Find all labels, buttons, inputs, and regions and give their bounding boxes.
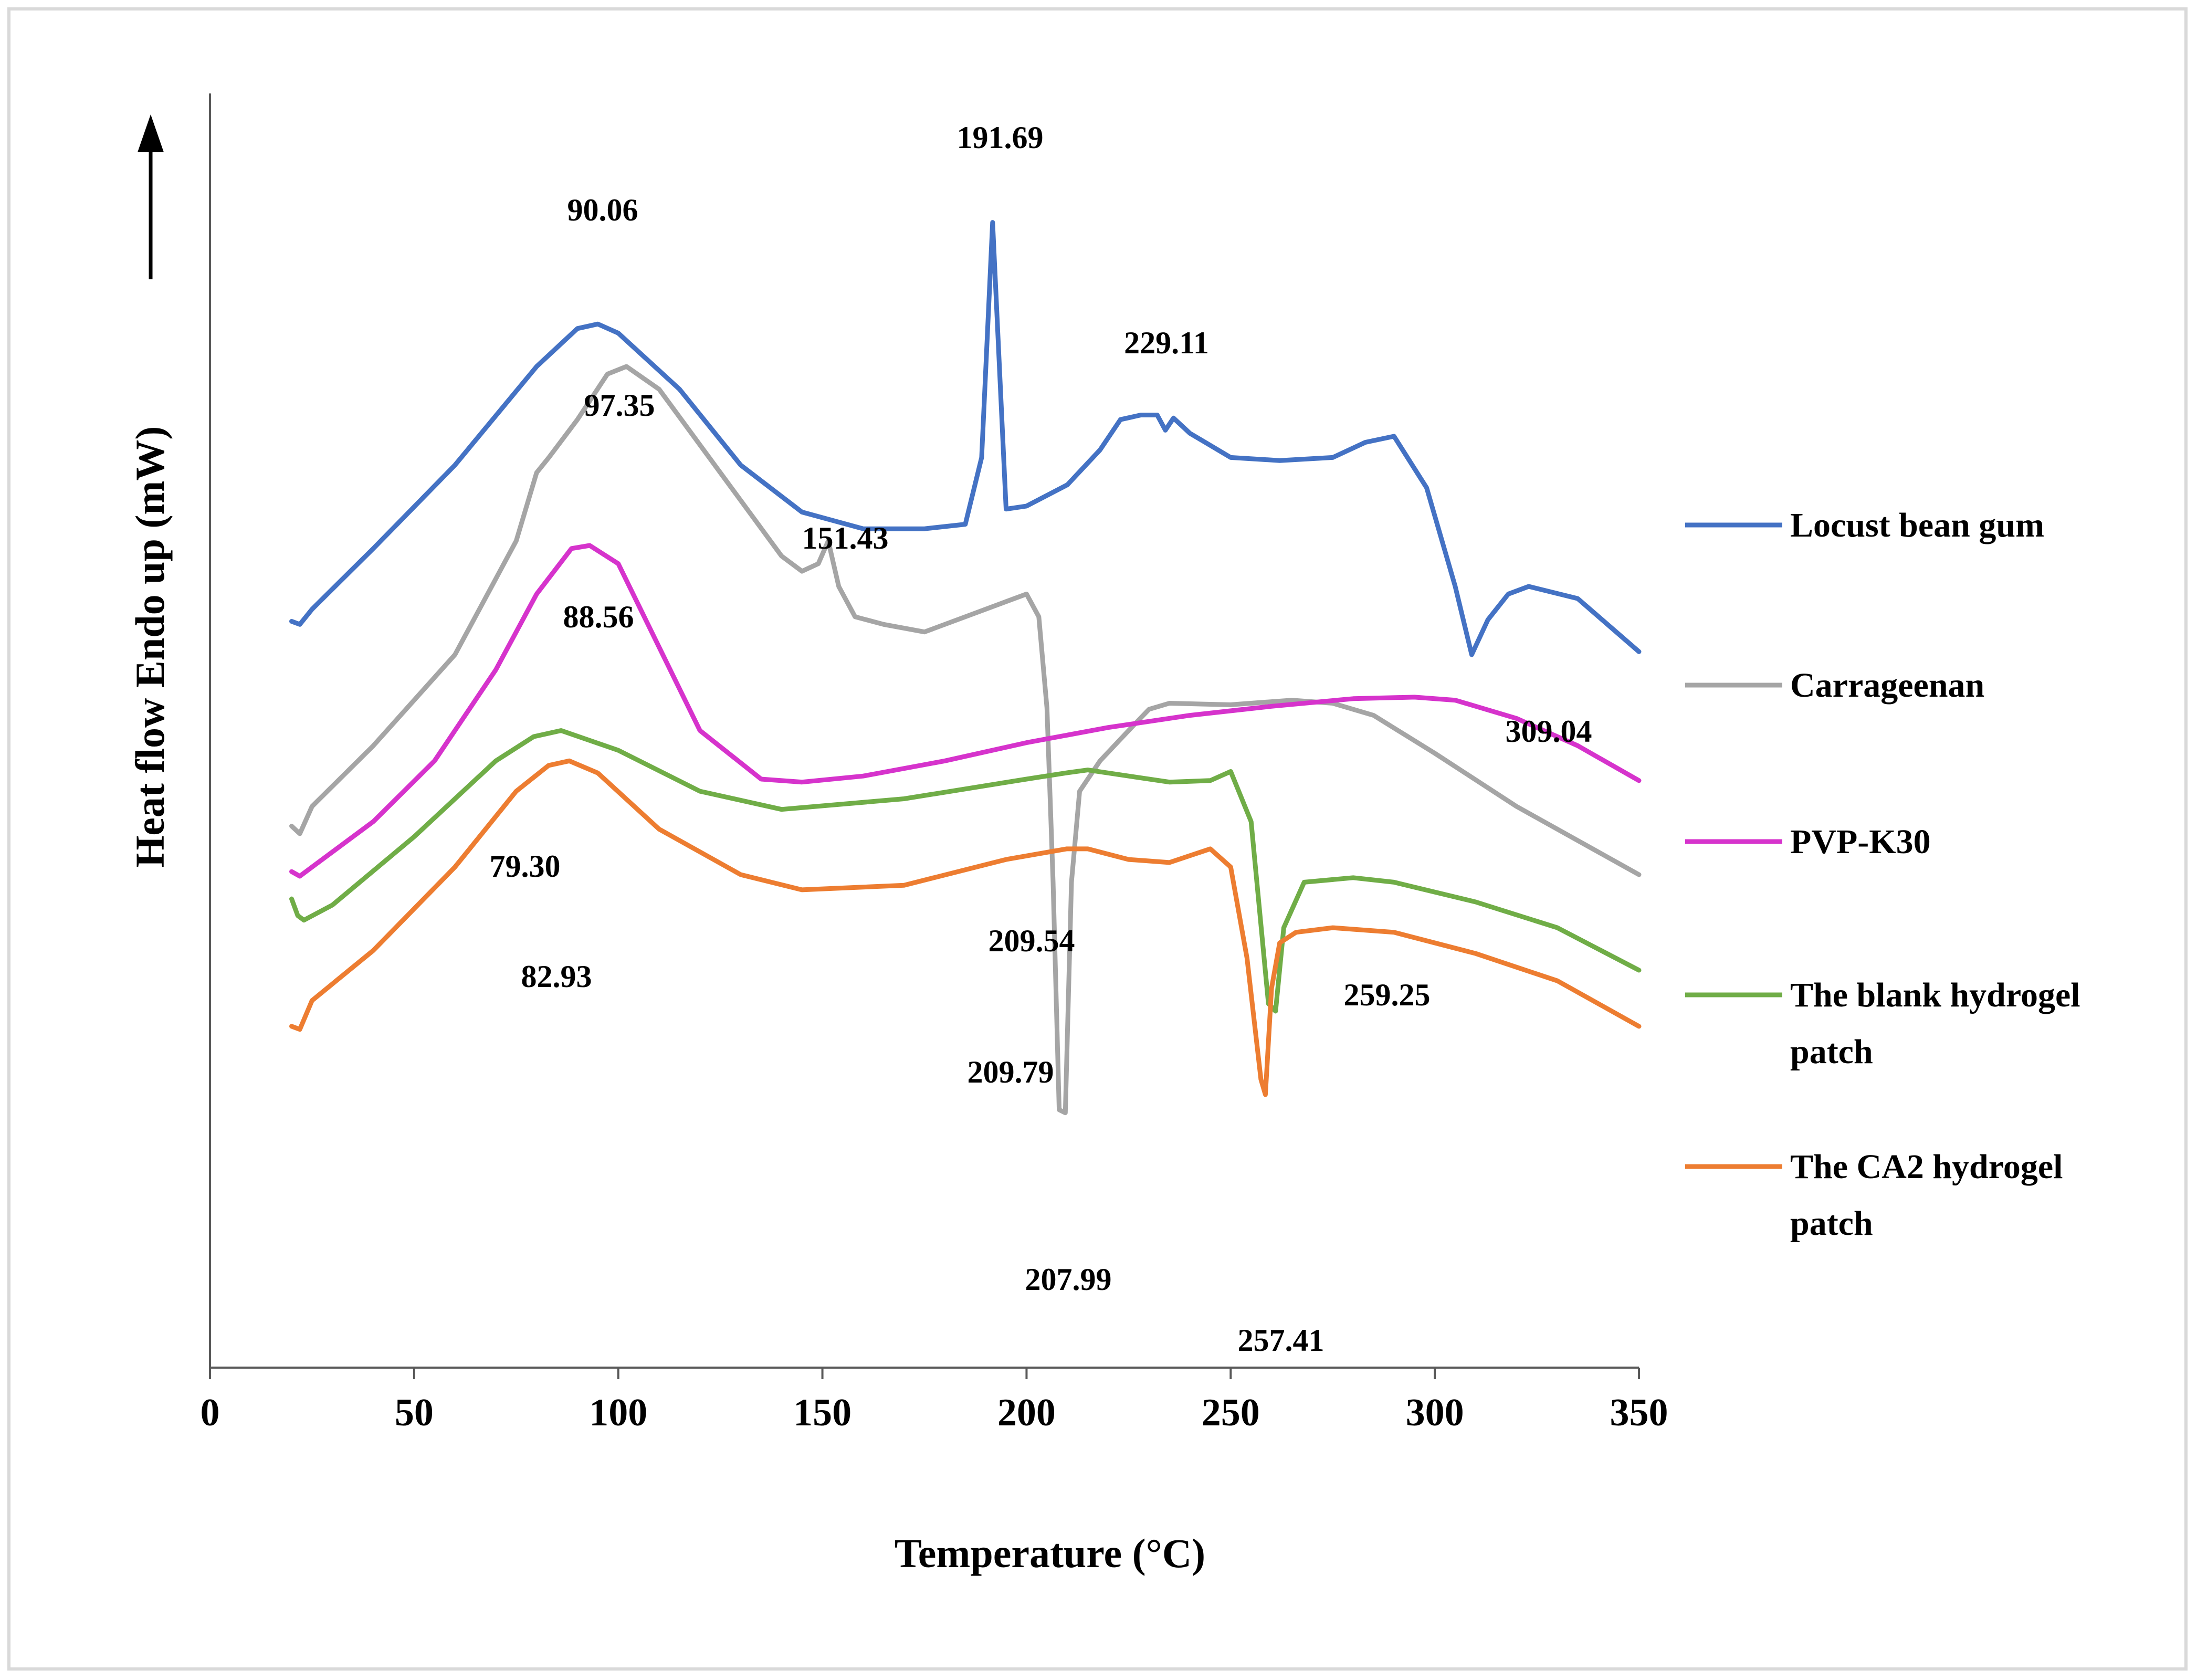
x-tick-label: 300	[1406, 1391, 1464, 1434]
x-tick-label: 0	[201, 1391, 220, 1434]
x-tick-label: 100	[589, 1391, 647, 1434]
x-tick-label: 250	[1202, 1391, 1260, 1434]
peak-label: 309.04	[1506, 714, 1592, 749]
peak-label: 90.06	[567, 193, 638, 227]
peak-label: 88.56	[563, 600, 634, 634]
peak-label: 229.11	[1124, 326, 1209, 360]
legend-label-3: The blank hydrogel patch	[1790, 976, 2080, 1071]
peak-label: 151.43	[802, 521, 889, 555]
axis-titles: Temperature (°C) Heat flow Endo up (mW)	[127, 114, 1205, 1576]
x-tick-label: 350	[1610, 1391, 1668, 1434]
legend-label-1: Carrageenan	[1790, 666, 1984, 705]
x-axis-title: Temperature (°C)	[895, 1530, 1205, 1576]
axes: 0 50 100 150 200 250 300 350	[201, 93, 1668, 1434]
legend: Locust bean gum Carrageenan PVP-K30 The bla…	[1685, 506, 2080, 1243]
x-tick-label: 150	[793, 1391, 852, 1434]
peak-label: 259.25	[1344, 978, 1431, 1012]
peak-label: 82.93	[521, 959, 592, 994]
x-tick-label: 200	[997, 1391, 1056, 1434]
peak-annotations: 90.06 191.69 229.11 97.35 151.43 309.04 88.56 7…	[490, 120, 1592, 1358]
peak-label: 209.54	[989, 923, 1075, 958]
legend-label-4: The CA2 hydrogel patch	[1790, 1148, 2063, 1243]
endo-up-arrow-icon	[138, 114, 164, 152]
series-layer	[289, 220, 1642, 1116]
legend-label-0: Locust bean gum	[1790, 506, 2044, 544]
series-line-4	[289, 758, 1642, 1097]
chart-frame	[7, 7, 2188, 1671]
x-tick-label: 50	[395, 1391, 434, 1434]
series-line-3	[289, 728, 1642, 1014]
peak-label: 257.41	[1238, 1323, 1324, 1358]
peak-label: 97.35	[584, 388, 655, 423]
series-line-0	[289, 220, 1642, 657]
legend-label-2: PVP-K30	[1790, 823, 1931, 861]
peak-label: 207.99	[1025, 1262, 1112, 1297]
series-line-2	[289, 543, 1642, 879]
peak-label: 209.79	[968, 1055, 1054, 1089]
y-axis-title: Heat flow Endo up (mW)	[127, 426, 173, 868]
series-line-1	[289, 364, 1642, 1116]
peak-label: 191.69	[957, 120, 1044, 155]
peak-label: 79.30	[490, 849, 561, 884]
